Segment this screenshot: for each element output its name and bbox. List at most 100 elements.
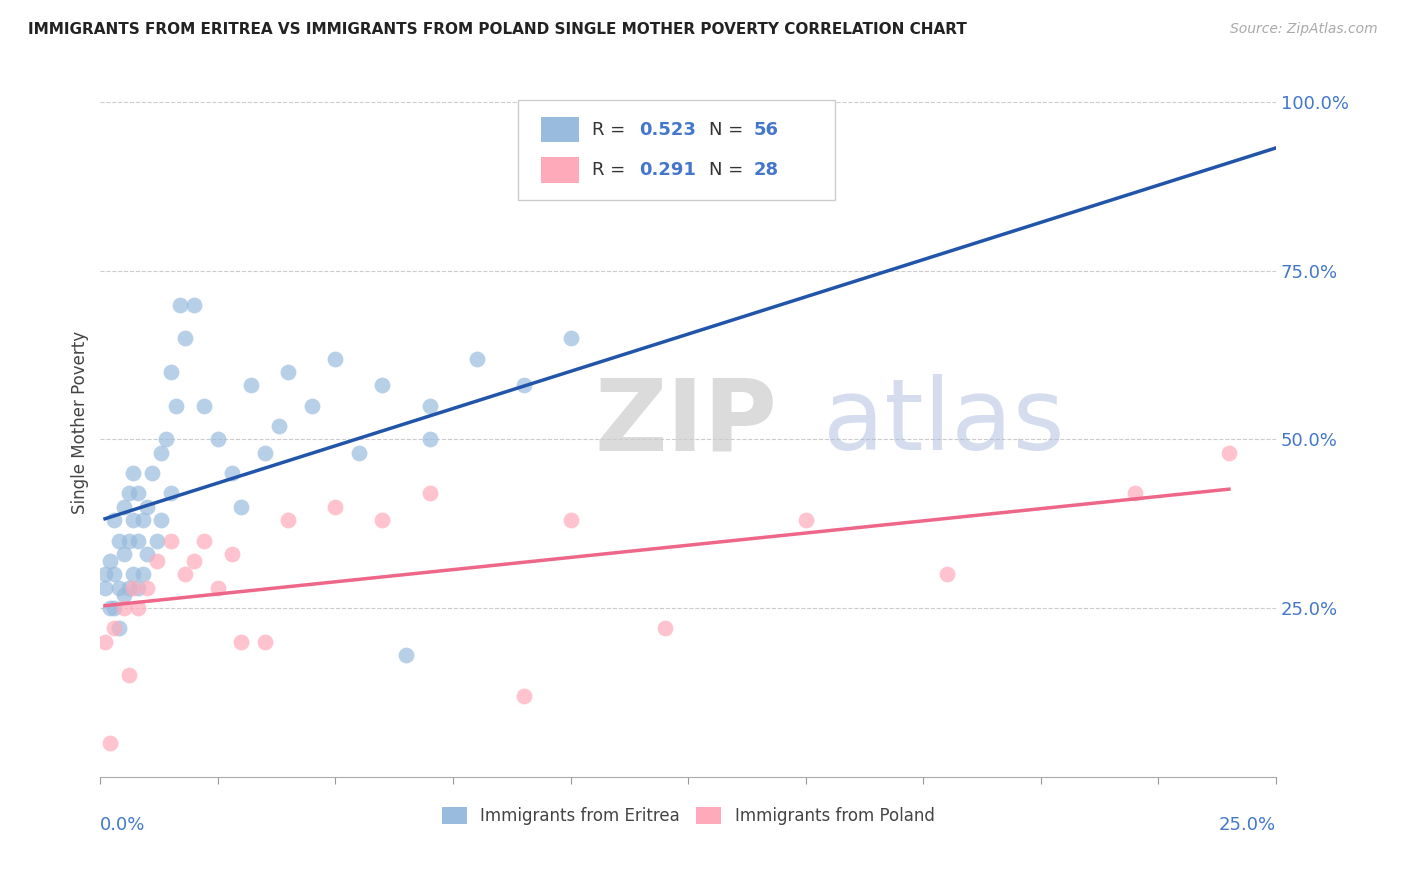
Point bbox=[794, 513, 817, 527]
Point bbox=[560, 331, 582, 345]
Text: 25.0%: 25.0% bbox=[1219, 815, 1277, 833]
Point bbox=[253, 634, 276, 648]
Point bbox=[150, 446, 173, 460]
Point bbox=[371, 513, 394, 527]
Text: 0.0%: 0.0% bbox=[100, 815, 146, 833]
Point bbox=[207, 581, 229, 595]
Point bbox=[98, 601, 121, 615]
Point bbox=[221, 466, 243, 480]
Bar bbox=[541, 117, 579, 143]
Point bbox=[301, 399, 323, 413]
Point bbox=[165, 399, 187, 413]
Point bbox=[418, 399, 440, 413]
Point bbox=[935, 567, 957, 582]
Point bbox=[231, 500, 253, 514]
Point bbox=[160, 486, 183, 500]
Point bbox=[112, 547, 135, 561]
Text: 28: 28 bbox=[754, 161, 779, 179]
Text: 56: 56 bbox=[754, 120, 779, 138]
Point bbox=[108, 621, 131, 635]
Text: Source: ZipAtlas.com: Source: ZipAtlas.com bbox=[1230, 22, 1378, 37]
Point bbox=[112, 500, 135, 514]
Point bbox=[131, 567, 153, 582]
Point bbox=[277, 365, 299, 379]
Legend: Immigrants from Eritrea, Immigrants from Poland: Immigrants from Eritrea, Immigrants from… bbox=[434, 800, 941, 832]
Point bbox=[98, 554, 121, 568]
Point bbox=[560, 513, 582, 527]
Point bbox=[347, 446, 370, 460]
Point bbox=[174, 567, 197, 582]
Point bbox=[325, 351, 347, 366]
Point bbox=[150, 513, 173, 527]
Point bbox=[146, 533, 169, 548]
Point bbox=[103, 567, 125, 582]
Point bbox=[117, 486, 139, 500]
Point bbox=[1218, 446, 1240, 460]
Point bbox=[131, 513, 153, 527]
Point bbox=[231, 634, 253, 648]
Point bbox=[141, 466, 163, 480]
Point bbox=[112, 588, 135, 602]
Point bbox=[160, 365, 183, 379]
Point bbox=[136, 581, 159, 595]
Point bbox=[146, 554, 169, 568]
Point bbox=[103, 513, 125, 527]
Point bbox=[418, 486, 440, 500]
Point bbox=[183, 297, 205, 311]
Point bbox=[253, 446, 276, 460]
Point bbox=[127, 601, 149, 615]
Point bbox=[193, 399, 215, 413]
Point bbox=[112, 601, 135, 615]
Point bbox=[207, 433, 229, 447]
Text: ZIP: ZIP bbox=[595, 374, 778, 471]
Point bbox=[512, 689, 534, 703]
FancyBboxPatch shape bbox=[517, 101, 835, 200]
Point bbox=[122, 513, 145, 527]
Point bbox=[136, 500, 159, 514]
Bar bbox=[541, 158, 579, 183]
Point bbox=[117, 533, 139, 548]
Point bbox=[103, 621, 125, 635]
Point bbox=[174, 331, 197, 345]
Text: N =: N = bbox=[709, 120, 749, 138]
Text: atlas: atlas bbox=[824, 374, 1064, 471]
Point bbox=[654, 621, 676, 635]
Point bbox=[122, 581, 145, 595]
Point bbox=[512, 378, 534, 392]
Point bbox=[117, 581, 139, 595]
Point bbox=[94, 634, 117, 648]
Point bbox=[239, 378, 262, 392]
Point bbox=[221, 547, 243, 561]
Point bbox=[127, 581, 149, 595]
Point bbox=[136, 547, 159, 561]
Point bbox=[465, 351, 488, 366]
Point bbox=[418, 433, 440, 447]
Point bbox=[155, 433, 177, 447]
Text: 0.523: 0.523 bbox=[638, 120, 696, 138]
Point bbox=[122, 466, 145, 480]
Point bbox=[127, 486, 149, 500]
Text: R =: R = bbox=[592, 120, 631, 138]
Point bbox=[325, 500, 347, 514]
Point bbox=[103, 601, 125, 615]
Point bbox=[127, 533, 149, 548]
Point bbox=[371, 378, 394, 392]
Text: N =: N = bbox=[709, 161, 749, 179]
Point bbox=[108, 533, 131, 548]
Point bbox=[160, 533, 183, 548]
Point bbox=[193, 533, 215, 548]
Point bbox=[267, 419, 290, 434]
Point bbox=[122, 567, 145, 582]
Y-axis label: Single Mother Poverty: Single Mother Poverty bbox=[72, 331, 89, 514]
Point bbox=[108, 581, 131, 595]
Text: R =: R = bbox=[592, 161, 631, 179]
Point bbox=[98, 736, 121, 750]
Point bbox=[183, 554, 205, 568]
Point bbox=[94, 581, 117, 595]
Point bbox=[169, 297, 191, 311]
Point bbox=[1123, 486, 1146, 500]
Text: 0.291: 0.291 bbox=[638, 161, 696, 179]
Point bbox=[277, 513, 299, 527]
Point bbox=[395, 648, 418, 663]
Point bbox=[117, 668, 139, 682]
